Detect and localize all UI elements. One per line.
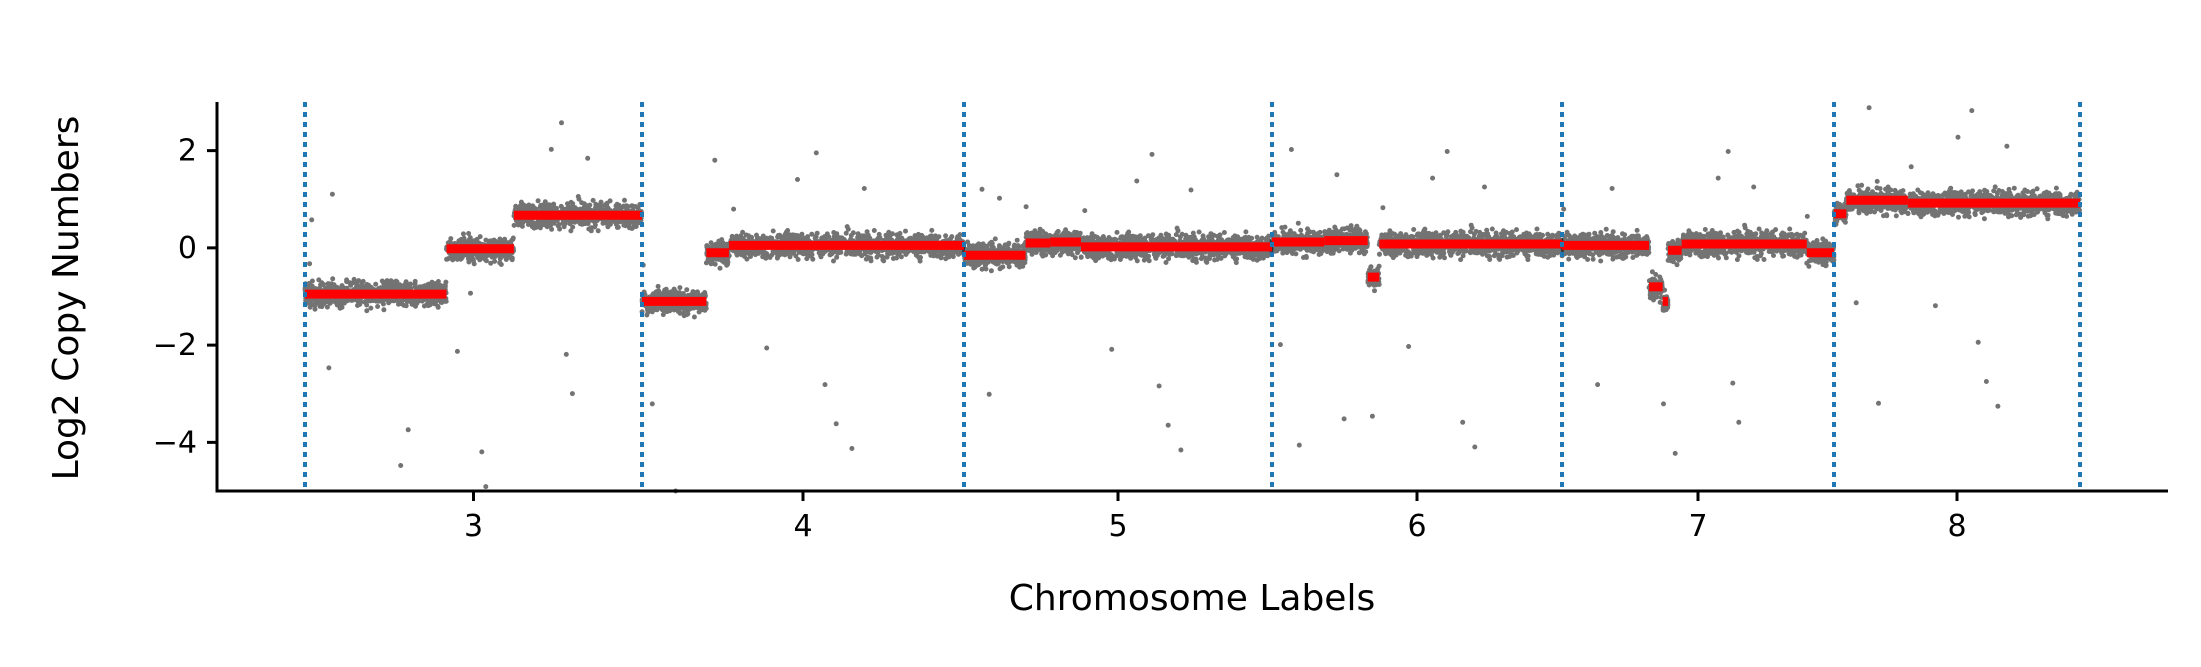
y-tick-label: −2 bbox=[153, 328, 197, 363]
x-tick-label: 3 bbox=[464, 509, 483, 544]
y-tick-label: 2 bbox=[178, 134, 197, 169]
x-tick-label: 4 bbox=[793, 509, 812, 544]
data-points-chr-3 bbox=[302, 120, 644, 490]
axes bbox=[207, 102, 2168, 501]
data-points-chr-6 bbox=[1269, 147, 1564, 450]
x-tick-label: 7 bbox=[1688, 509, 1707, 544]
y-axis-label: Log2 Copy Numbers bbox=[46, 116, 87, 481]
y-tick-label: −4 bbox=[153, 425, 197, 460]
x-tick-label: 8 bbox=[1947, 509, 1966, 544]
y-tick-label: 0 bbox=[178, 231, 197, 266]
segment-lines bbox=[305, 195, 2080, 306]
x-tick-label: 5 bbox=[1108, 509, 1127, 544]
data-points-chr-7 bbox=[1559, 149, 1837, 456]
scatter-points bbox=[302, 105, 2082, 494]
chromosome-boundaries bbox=[303, 102, 2082, 491]
x-axis-label: Chromosome Labels bbox=[1009, 578, 1375, 619]
x-tick-label: 6 bbox=[1407, 509, 1426, 544]
tick-labels: 2 0 −2 −4 3 4 5 6 7 8 bbox=[153, 134, 1967, 544]
data-points-chr-8 bbox=[1831, 105, 2082, 409]
data-points-chr-4 bbox=[639, 150, 966, 494]
data-points-chr-5 bbox=[961, 151, 1274, 453]
